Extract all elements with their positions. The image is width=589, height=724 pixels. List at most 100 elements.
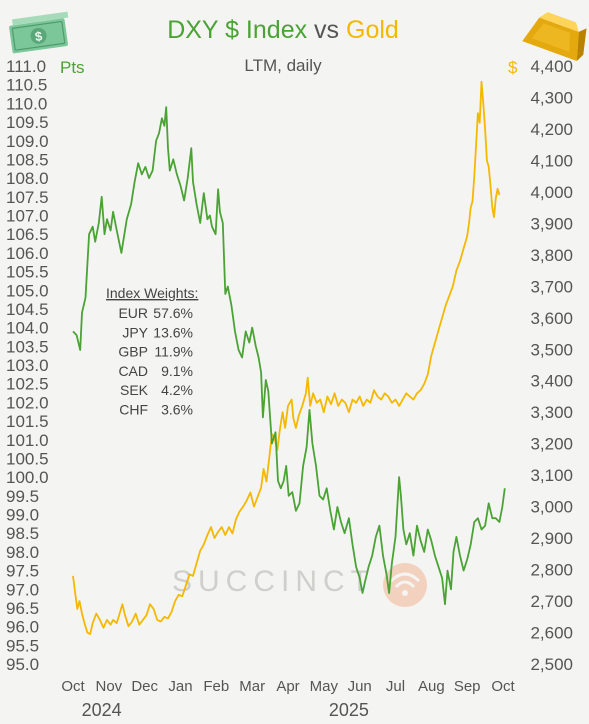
left-tick-label: 101.5 bbox=[6, 412, 49, 431]
x-tick-label: Dec bbox=[131, 678, 158, 695]
weight-value: 13.6% bbox=[153, 324, 193, 340]
left-tick-label: 107.5 bbox=[6, 188, 49, 207]
series-line-gold bbox=[72, 80, 501, 635]
right-tick-label: 2,700 bbox=[530, 592, 573, 611]
left-tick-label: 105.0 bbox=[6, 281, 49, 300]
year-label: 2024 bbox=[82, 700, 122, 720]
left-tick-label: 95.0 bbox=[6, 655, 39, 674]
x-tick-label: Sep bbox=[454, 678, 481, 695]
x-tick-label: Mar bbox=[239, 678, 265, 695]
right-tick-label: 4,400 bbox=[530, 57, 573, 76]
weight-value: 57.6% bbox=[153, 305, 193, 321]
x-tick-label: Aug bbox=[418, 678, 445, 695]
left-tick-label: 98.0 bbox=[6, 543, 39, 562]
right-tick-label: 3,900 bbox=[530, 214, 573, 233]
x-tick-label: May bbox=[310, 678, 339, 695]
gold-bar-icon bbox=[522, 12, 587, 61]
right-tick-label: 3,800 bbox=[530, 246, 573, 265]
series-line-dxy bbox=[72, 106, 506, 606]
weight-value: 11.9% bbox=[154, 344, 193, 360]
x-tick-label: Oct bbox=[491, 678, 515, 695]
index-weights-title: Index Weights: bbox=[106, 285, 198, 301]
x-tick-label: Feb bbox=[203, 678, 229, 695]
weight-currency: GBP bbox=[118, 344, 148, 360]
weight-currency: EUR bbox=[118, 305, 148, 321]
x-tick-label: Jul bbox=[386, 678, 405, 695]
right-tick-label: 3,000 bbox=[530, 498, 573, 517]
chart-subtitle: LTM, daily bbox=[244, 56, 322, 75]
right-tick-label: 3,100 bbox=[530, 466, 573, 485]
right-axis-ticks: 4,400 4,300 4,200 4,100 4,000 3,900 3,800 3,700… bbox=[530, 57, 573, 674]
x-tick-label: Nov bbox=[95, 678, 122, 695]
left-tick-label: 101.0 bbox=[6, 431, 49, 450]
left-tick-label: 95.5 bbox=[6, 636, 39, 655]
right-tick-label: 4,000 bbox=[530, 183, 573, 202]
right-tick-label: 3,200 bbox=[530, 435, 573, 454]
right-tick-label: 4,200 bbox=[530, 120, 573, 139]
right-tick-label: 2,900 bbox=[530, 529, 573, 548]
left-tick-label: 96.0 bbox=[6, 618, 39, 637]
succinct-logo-icon bbox=[383, 563, 427, 607]
year-labels: 2024 2025 bbox=[82, 700, 369, 720]
weight-value: 9.1% bbox=[161, 363, 193, 379]
left-tick-label: 98.5 bbox=[6, 524, 39, 543]
right-tick-label: 3,600 bbox=[530, 309, 573, 328]
index-weights-rows: EUR 57.6% JPY 13.6% GBP 11.9% CAD 9.1% SEK 4.2% CH… bbox=[118, 305, 193, 418]
left-tick-label: 106.5 bbox=[6, 225, 49, 244]
left-tick-label: 109.5 bbox=[6, 113, 49, 132]
right-tick-label: 2,800 bbox=[530, 561, 573, 580]
x-tick-label: Apr bbox=[276, 678, 299, 695]
svg-text:$: $ bbox=[34, 28, 44, 44]
left-tick-label: 102.0 bbox=[6, 393, 49, 412]
watermark: SUCCINCT bbox=[172, 563, 427, 607]
right-tick-label: 4,300 bbox=[530, 88, 573, 107]
left-tick-label: 107.0 bbox=[6, 207, 49, 226]
weight-currency: JPY bbox=[122, 324, 148, 340]
left-tick-label: 99.0 bbox=[6, 506, 39, 525]
dollar-bill-icon: $ bbox=[9, 11, 69, 54]
left-tick-label: 108.5 bbox=[6, 150, 49, 169]
title-vs: vs bbox=[307, 16, 346, 44]
left-tick-label: 109.0 bbox=[6, 132, 49, 151]
weight-currency: SEK bbox=[120, 382, 149, 398]
left-tick-label: 97.0 bbox=[6, 580, 39, 599]
left-tick-label: 104.0 bbox=[6, 319, 49, 338]
left-tick-label: 100.0 bbox=[6, 468, 49, 487]
left-tick-label: 100.5 bbox=[6, 449, 49, 468]
left-tick-label: 103.5 bbox=[6, 337, 49, 356]
right-tick-label: 4,100 bbox=[530, 151, 573, 170]
left-axis-ticks: 111.0110.5110.0109.5109.0108.5108.0107.5… bbox=[6, 57, 49, 674]
right-tick-label: 3,300 bbox=[530, 403, 573, 422]
index-weights-box: Index Weights: EUR 57.6% JPY 13.6% GBP 11.9% C… bbox=[106, 285, 198, 418]
right-tick-label: 2,600 bbox=[530, 624, 573, 643]
weight-currency: CHF bbox=[119, 402, 148, 418]
watermark-text: SUCCINCT bbox=[172, 565, 375, 598]
left-tick-label: 97.5 bbox=[6, 562, 39, 581]
weight-currency: CAD bbox=[118, 363, 148, 379]
left-tick-label: 111.0 bbox=[6, 57, 46, 76]
x-tick-label: Jun bbox=[348, 678, 372, 695]
left-tick-label: 108.0 bbox=[6, 169, 49, 188]
weight-value: 3.6% bbox=[161, 402, 193, 418]
left-tick-label: 103.0 bbox=[6, 356, 49, 375]
left-tick-label: 106.0 bbox=[6, 244, 49, 263]
weight-value: 4.2% bbox=[161, 382, 193, 398]
left-tick-label: 110.0 bbox=[6, 94, 47, 113]
right-tick-label: 2,500 bbox=[530, 655, 573, 674]
year-label: 2025 bbox=[329, 700, 369, 720]
x-tick-label: Jan bbox=[168, 678, 192, 695]
left-tick-label: 99.5 bbox=[6, 487, 39, 506]
left-tick-label: 96.5 bbox=[6, 599, 39, 618]
title-dxy: DXY $ Index bbox=[167, 16, 307, 44]
left-tick-label: 104.5 bbox=[6, 300, 49, 319]
left-tick-label: 105.5 bbox=[6, 263, 49, 282]
right-tick-label: 3,400 bbox=[530, 372, 573, 391]
right-tick-label: 3,500 bbox=[530, 340, 573, 359]
title-gold: Gold bbox=[346, 16, 399, 44]
right-axis-unit: $ bbox=[508, 58, 518, 77]
left-tick-label: 110.5 bbox=[6, 76, 47, 95]
right-tick-label: 3,700 bbox=[530, 277, 573, 296]
x-tick-label: Oct bbox=[61, 678, 85, 695]
chart-title: DXY $ Index vs Gold bbox=[167, 16, 399, 44]
